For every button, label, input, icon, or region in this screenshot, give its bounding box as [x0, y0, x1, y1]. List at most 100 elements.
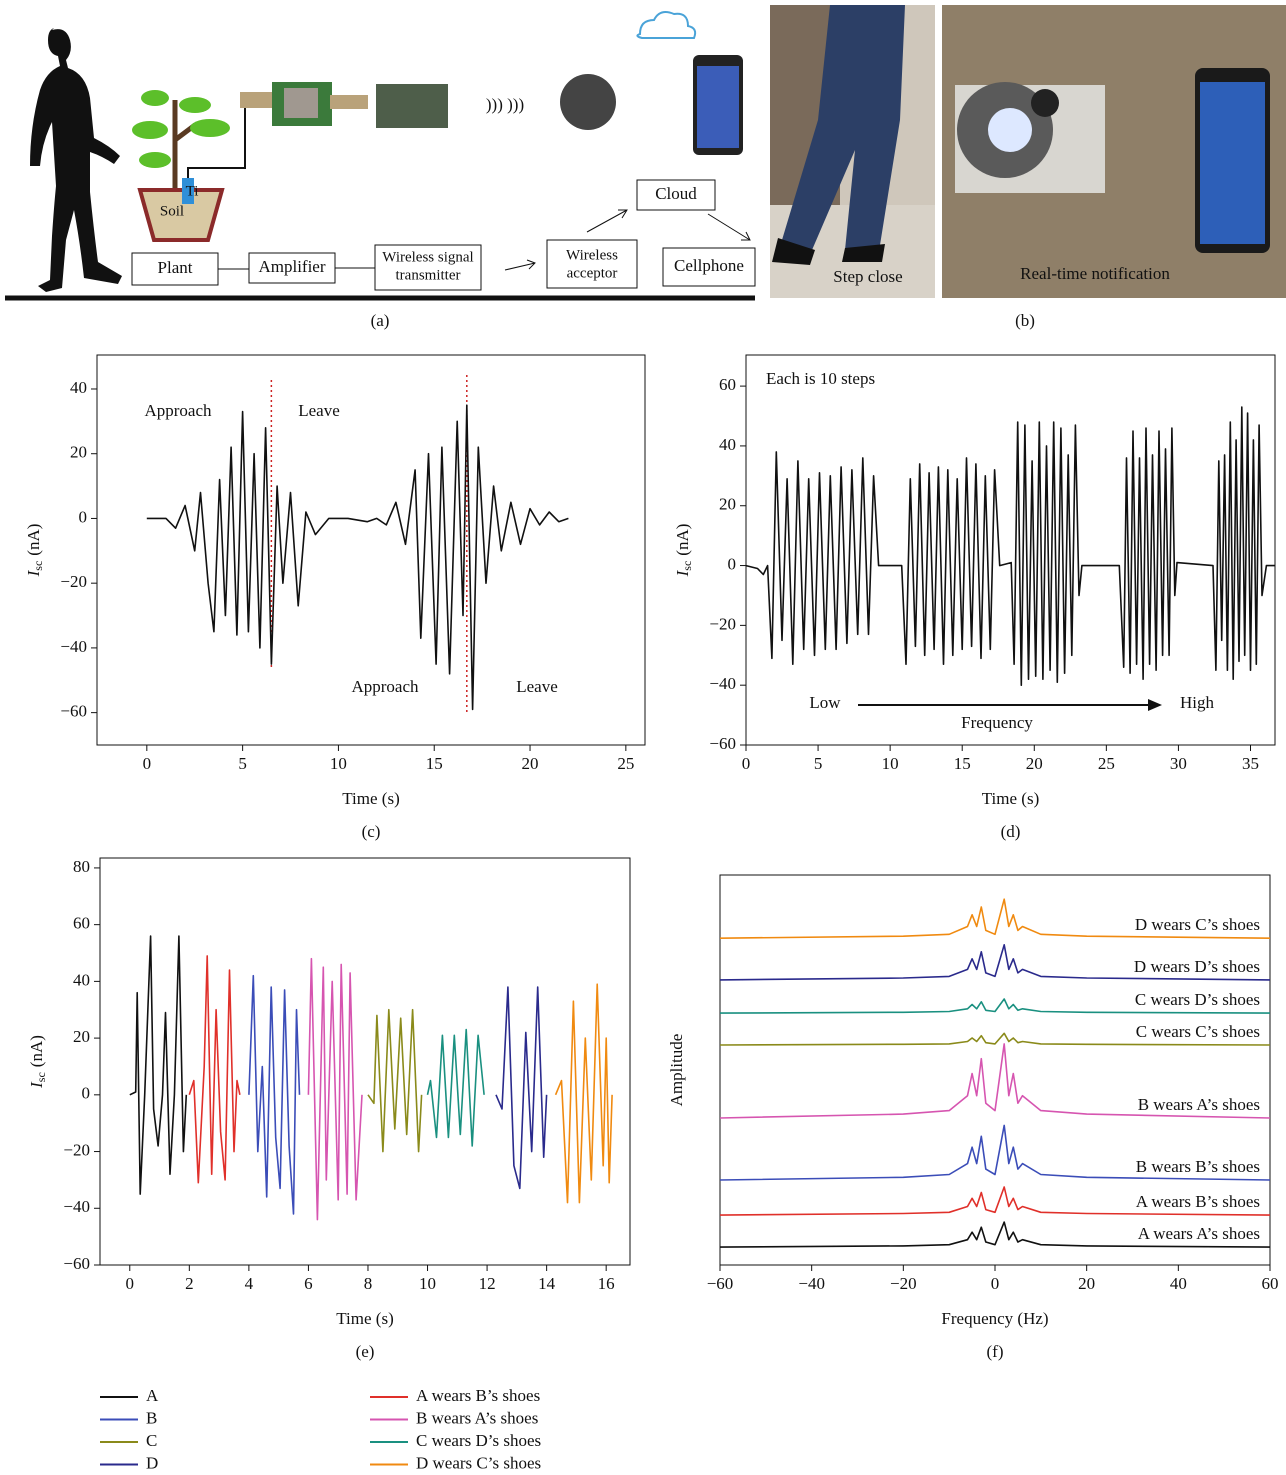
y-tick-label: 40: [719, 435, 736, 454]
series-label: D wears C’s shoes: [1135, 915, 1260, 934]
legend-label: B wears A’s shoes: [416, 1408, 538, 1427]
x-tick-label: 40: [1170, 1274, 1187, 1293]
data-line: [496, 987, 547, 1188]
transmitter-label: transmitter: [396, 267, 461, 283]
caption: (d): [1001, 822, 1021, 841]
ti-label: Ti: [186, 183, 199, 199]
y-label-unit: (nA): [24, 524, 43, 556]
plot-frame: [100, 858, 630, 1265]
person-silhouette: [30, 28, 122, 292]
x-tick-label: 30: [1170, 754, 1187, 773]
y-tick-label: 40: [73, 970, 90, 989]
cellphone-label: Cellphone: [674, 256, 744, 275]
x-tick-label: 35: [1242, 754, 1259, 773]
annotation: High: [1180, 693, 1215, 712]
x-tick-label: −20: [890, 1274, 917, 1293]
acceptor-device: [560, 74, 616, 130]
legend-label: C wears D’s shoes: [416, 1431, 541, 1450]
x-tick-label: 0: [126, 1274, 135, 1293]
y-tick-label: 20: [719, 495, 736, 514]
connector: [330, 95, 368, 109]
y-tick-label: 0: [82, 1084, 91, 1103]
plant-label: Plant: [158, 258, 193, 277]
cloud-label: Cloud: [655, 184, 697, 203]
acceptor-label: Wireless: [566, 247, 618, 263]
arrow: [587, 210, 627, 232]
arrow-head: [1148, 699, 1162, 711]
transmitter-label: Wireless signal: [382, 249, 473, 265]
arrow: [505, 260, 535, 270]
x-tick-label: 20: [522, 754, 539, 773]
phone-screen: [697, 66, 739, 148]
cloud-icon: [637, 12, 695, 38]
panel-a: Soil Ti ))) ))) Plant Amplifier Wireless…: [5, 12, 755, 330]
data-line: [130, 936, 187, 1194]
legend-label: D wears C’s shoes: [416, 1453, 541, 1472]
y-axis-label: Isc(nA): [673, 524, 694, 578]
amplifier-chip: [284, 88, 318, 118]
figure: Soil Ti ))) ))) Plant Amplifier Wireless…: [0, 0, 1286, 1475]
leaf: [132, 121, 168, 139]
x-tick-label: 5: [814, 754, 823, 773]
y-label-unit: (nA): [27, 1035, 46, 1067]
x-tick-label: 20: [1026, 754, 1043, 773]
leaf: [179, 97, 211, 113]
data-line: [189, 956, 240, 1183]
series-label: C wears D’s shoes: [1135, 990, 1260, 1009]
data-line: [368, 1010, 422, 1152]
y-tick-label: 40: [70, 378, 87, 397]
caption: (e): [356, 1342, 375, 1361]
transmitter-board: [376, 84, 448, 128]
legend-label: A wears B’s shoes: [416, 1386, 540, 1405]
annotation: Frequency: [961, 713, 1033, 732]
x-tick-label: 0: [742, 754, 751, 773]
x-tick-label: 5: [238, 754, 247, 773]
plot-frame: [746, 355, 1275, 745]
annotation: Approach: [144, 401, 212, 420]
legend-label: B: [146, 1408, 157, 1427]
x-tick-label: 14: [538, 1274, 556, 1293]
y-label-subscript: sc: [31, 561, 45, 571]
annotation: Leave: [516, 677, 558, 696]
x-tick-label: 25: [1098, 754, 1115, 773]
legend-label: A: [146, 1386, 159, 1405]
x-tick-label: 12: [479, 1274, 496, 1293]
series-label: C wears C’s shoes: [1136, 1022, 1260, 1041]
x-tick-label: 60: [1262, 1274, 1279, 1293]
x-tick-label: 10: [330, 754, 347, 773]
photo-speaker: [1031, 89, 1059, 117]
data-line: [147, 405, 569, 709]
series-label: B wears B’s shoes: [1136, 1157, 1260, 1176]
data-line: [428, 1030, 485, 1146]
y-tick-label: 0: [79, 507, 88, 526]
y-tick-label: −20: [60, 572, 87, 591]
x-tick-label: 25: [617, 754, 634, 773]
y-tick-label: 60: [73, 914, 90, 933]
photo-phone-screen: [1200, 82, 1265, 244]
y-label-subscript: sc: [34, 1072, 48, 1082]
series-label: A wears B’s shoes: [1136, 1192, 1260, 1211]
y-tick-label: −20: [63, 1140, 90, 1159]
series-label: B wears A’s shoes: [1138, 1095, 1260, 1114]
x-tick-label: 10: [882, 754, 899, 773]
series-label: A wears A’s shoes: [1138, 1224, 1260, 1243]
y-label-unit: (nA): [673, 524, 692, 556]
y-label-subscript: sc: [680, 561, 694, 571]
amplifier-label: Amplifier: [258, 257, 325, 276]
y-tick-label: −60: [709, 734, 736, 753]
y-tick-label: −40: [709, 674, 736, 693]
y-axis-label: Amplitude: [667, 1034, 686, 1107]
x-tick-label: 8: [364, 1274, 373, 1293]
x-axis-label: Time (s): [342, 789, 399, 808]
y-tick-label: −20: [709, 614, 736, 633]
annotation: Leave: [298, 401, 340, 420]
y-tick-label: −40: [60, 637, 87, 656]
leaf: [190, 119, 230, 137]
x-tick-label: 15: [954, 754, 971, 773]
x-axis-label: Frequency (Hz): [941, 1309, 1048, 1328]
y-tick-label: −60: [60, 702, 87, 721]
x-tick-label: 16: [598, 1274, 615, 1293]
x-tick-label: −60: [707, 1274, 734, 1293]
x-tick-label: 6: [304, 1274, 313, 1293]
arrow: [708, 214, 750, 240]
